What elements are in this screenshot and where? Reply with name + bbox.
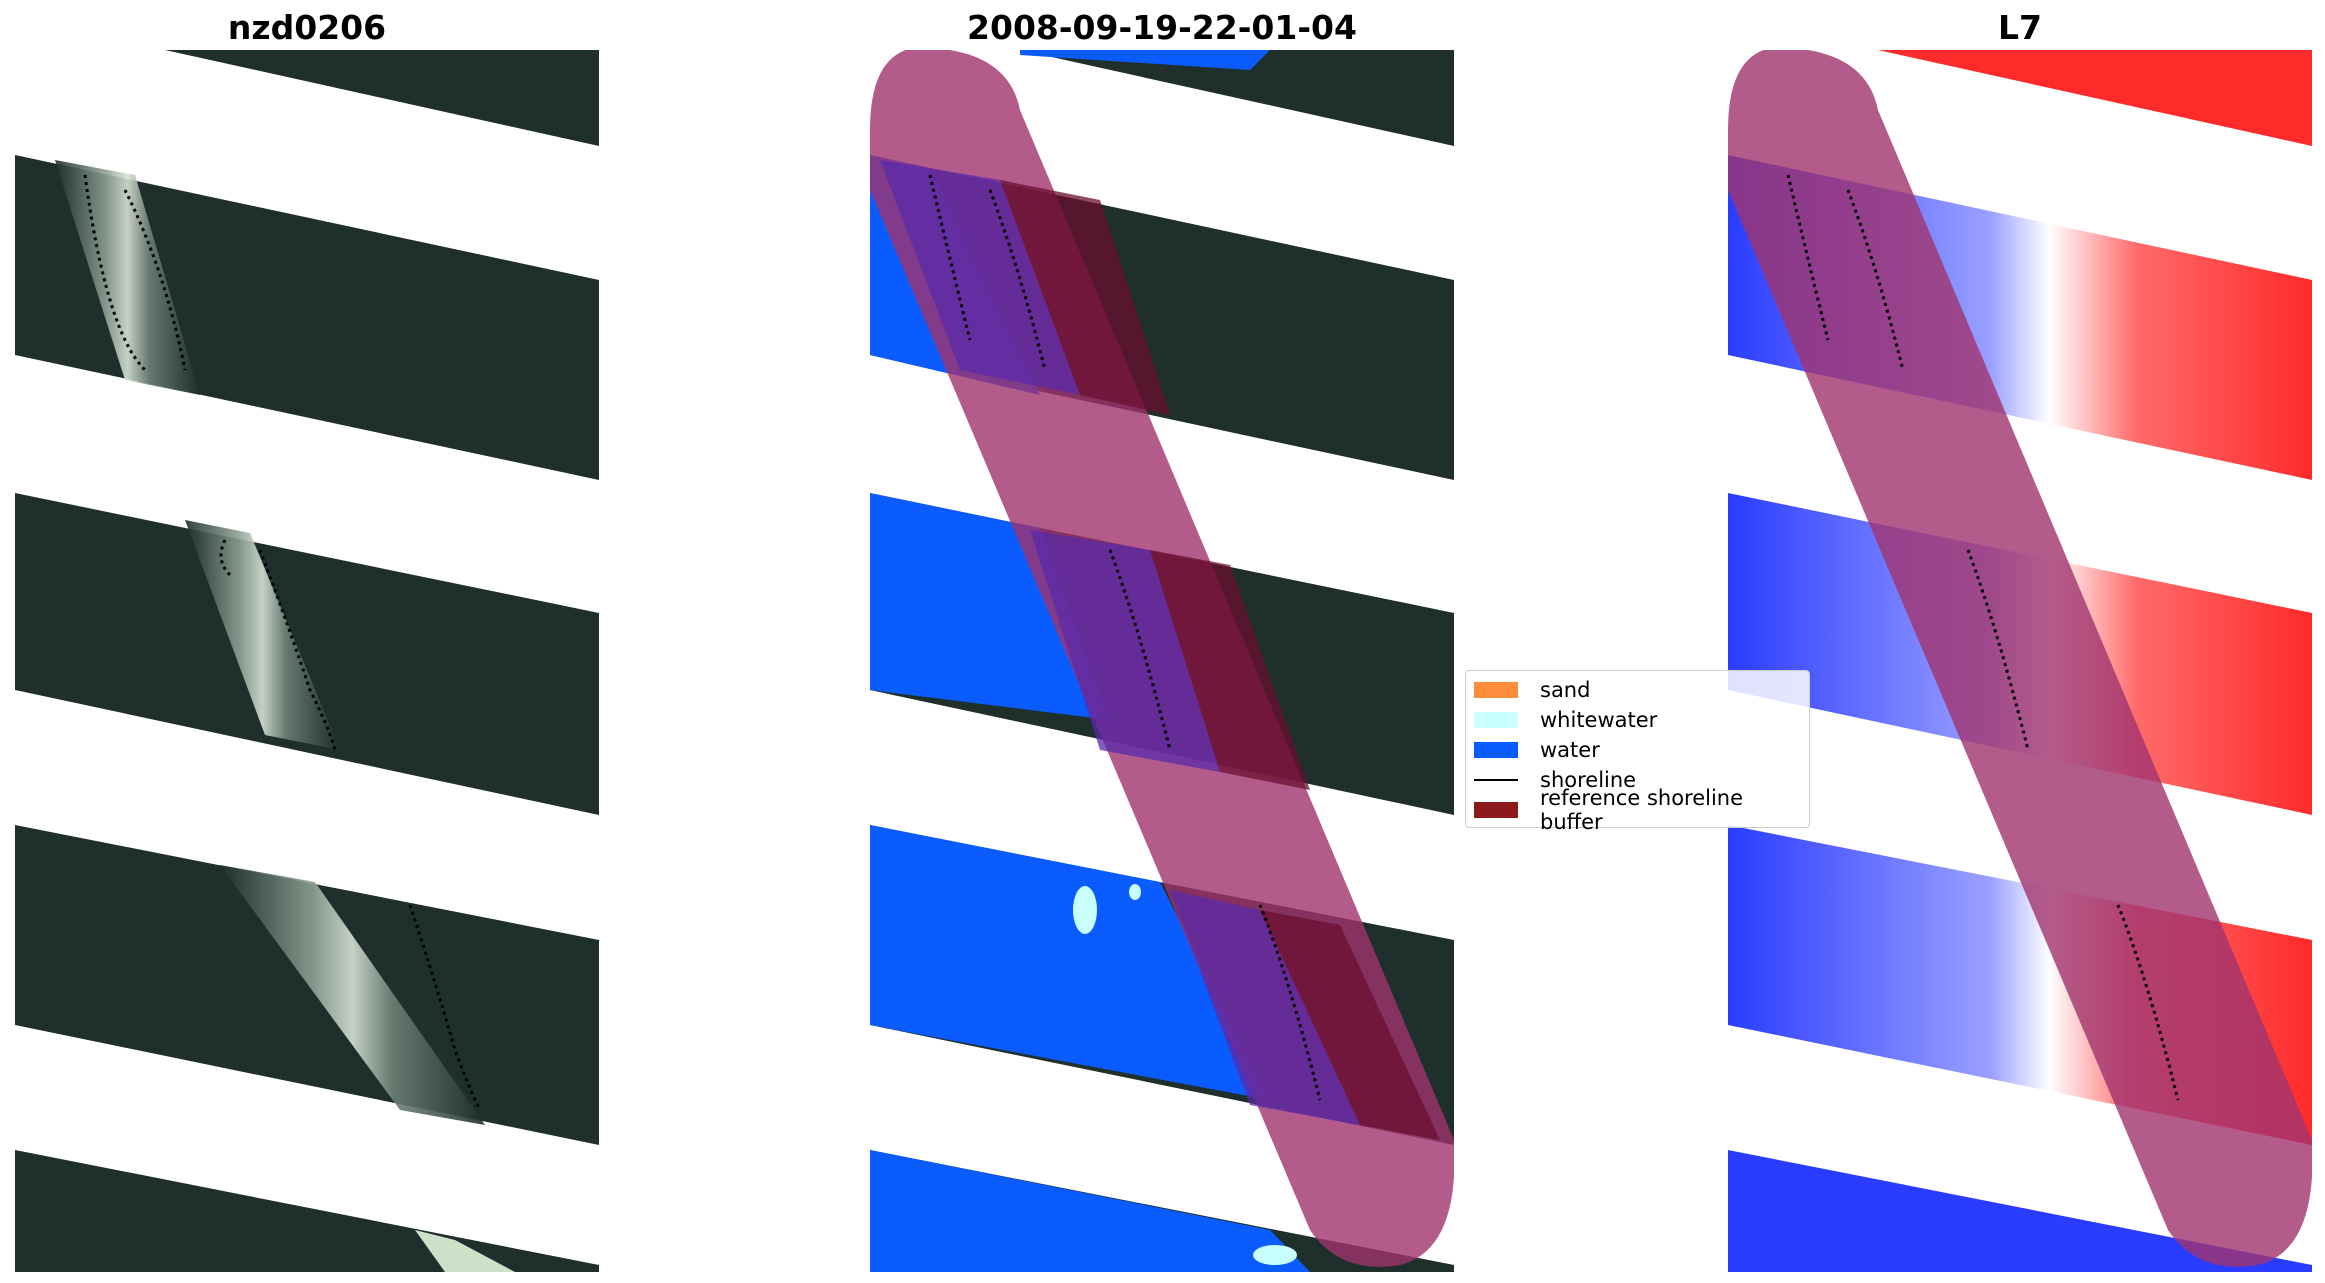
legend-label-water: water [1540,738,1600,762]
rgb-image-panel [15,50,599,1272]
water-swatch [1474,742,1518,758]
legend-item-whitewater: whitewater [1474,705,1801,735]
shoreline-line-swatch [1474,779,1518,781]
left-panel-title: nzd0206 [227,8,387,47]
legend-label-sand: sand [1540,678,1591,702]
legend-item-buffer: reference shoreline buffer [1474,786,1801,834]
whitewater-swatch [1474,712,1518,728]
center-panel-title: 2008-09-19-22-01-04 [967,8,1357,47]
legend-label-buffer: reference shoreline buffer [1540,786,1744,834]
index-image [1728,50,2312,1272]
legend-item-shoreline: shoreline [1474,765,1801,795]
legend: sand whitewater water shoreline referenc… [1465,670,1810,834]
sand-swatch [1474,682,1518,698]
right-panel-title: L7 [1998,8,2042,47]
legend-label-shoreline: shoreline [1540,768,1637,792]
legend-label-whitewater: whitewater [1540,708,1658,732]
classified-image-panel [870,50,1454,1272]
index-image-panel [1728,50,2312,1272]
rgb-image [15,50,599,1272]
legend-item-water: water [1474,735,1801,765]
buffer-swatch [1474,802,1518,818]
legend-item-sand: sand [1474,675,1801,705]
classified-image [870,50,1454,1272]
